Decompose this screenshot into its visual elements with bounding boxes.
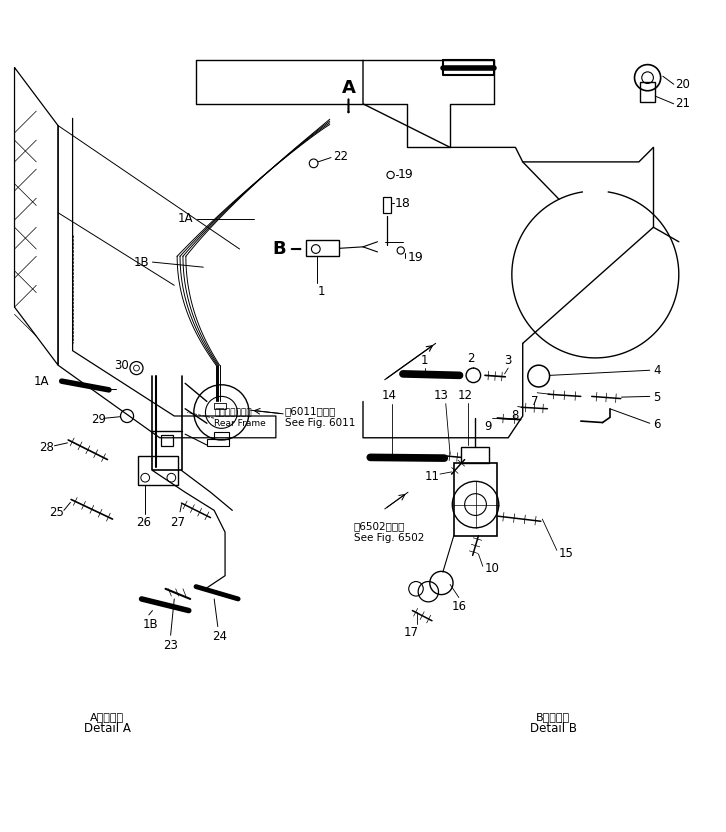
Text: B　詳　細: B 詳 細 xyxy=(536,711,571,721)
Text: 8: 8 xyxy=(511,409,518,422)
Text: 7: 7 xyxy=(531,395,538,408)
Text: 23: 23 xyxy=(163,639,178,652)
Text: 9: 9 xyxy=(484,420,492,433)
Bar xyxy=(207,439,229,447)
Text: 30: 30 xyxy=(115,359,129,372)
Text: Detail A: Detail A xyxy=(84,721,131,735)
Text: 24: 24 xyxy=(212,630,227,643)
Text: 1B: 1B xyxy=(133,255,149,269)
Text: 17: 17 xyxy=(404,626,419,639)
Text: 28: 28 xyxy=(39,441,54,453)
Text: 6: 6 xyxy=(653,418,661,431)
Text: リャーフレーム: リャーフレーム xyxy=(214,409,252,418)
Text: 16: 16 xyxy=(452,600,467,612)
Text: A　詳　細: A 詳 細 xyxy=(90,711,125,721)
Text: 22: 22 xyxy=(333,150,348,162)
Text: 25: 25 xyxy=(49,506,64,519)
Text: 15: 15 xyxy=(559,547,574,560)
Text: 29: 29 xyxy=(91,414,107,426)
Text: 第6502図参照: 第6502図参照 xyxy=(354,522,405,532)
Text: 19: 19 xyxy=(398,168,414,181)
Text: 12: 12 xyxy=(458,389,473,402)
Text: 10: 10 xyxy=(484,562,499,575)
Text: 18: 18 xyxy=(394,197,410,210)
Text: 21: 21 xyxy=(675,97,690,111)
Text: 1B: 1B xyxy=(142,618,158,631)
Bar xyxy=(306,240,339,256)
Text: 1A: 1A xyxy=(178,212,193,225)
Bar xyxy=(461,448,489,463)
Bar xyxy=(214,432,229,439)
Text: 2: 2 xyxy=(467,352,474,365)
Text: B: B xyxy=(272,240,286,258)
Bar xyxy=(138,456,178,485)
Bar xyxy=(640,82,655,102)
Text: 20: 20 xyxy=(675,77,690,91)
Bar xyxy=(214,403,226,409)
Text: 26: 26 xyxy=(136,516,152,529)
Text: Rear Frame: Rear Frame xyxy=(214,419,266,428)
Text: 11: 11 xyxy=(425,470,440,483)
Text: See Fig. 6011: See Fig. 6011 xyxy=(285,418,355,428)
Text: 4: 4 xyxy=(653,364,661,377)
Text: 1: 1 xyxy=(318,285,325,299)
Bar xyxy=(161,435,173,447)
Text: 13: 13 xyxy=(433,389,448,402)
Text: 14: 14 xyxy=(382,389,396,402)
Bar xyxy=(383,196,391,213)
Text: A: A xyxy=(341,78,356,97)
Text: 3: 3 xyxy=(505,354,512,367)
Text: 19: 19 xyxy=(407,251,423,265)
Text: 27: 27 xyxy=(170,516,185,529)
Text: 第6011図参照: 第6011図参照 xyxy=(285,407,336,417)
Text: 5: 5 xyxy=(653,391,661,404)
Text: Detail B: Detail B xyxy=(530,721,576,735)
Text: 1A: 1A xyxy=(34,374,49,388)
Text: See Fig. 6502: See Fig. 6502 xyxy=(354,533,424,543)
Text: 1: 1 xyxy=(421,354,428,367)
Bar xyxy=(454,463,497,536)
